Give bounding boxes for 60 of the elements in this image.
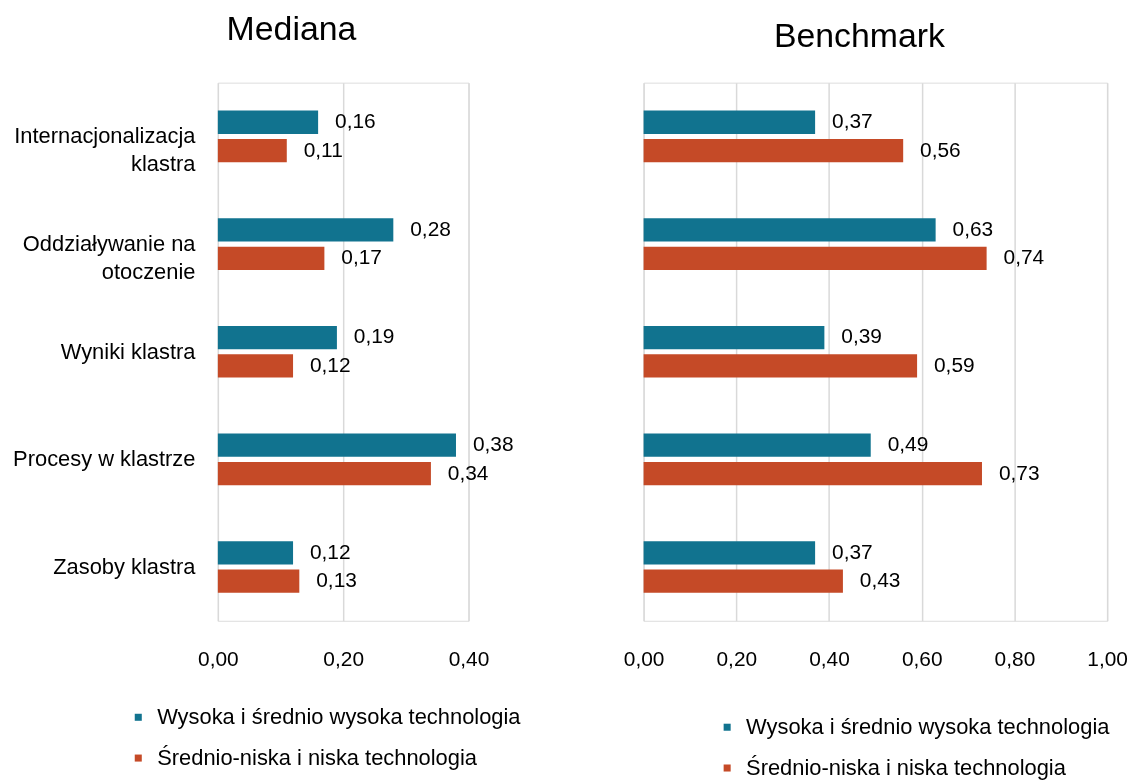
data-label: 0,11: [303, 137, 343, 161]
data-label: 0,63: [952, 216, 994, 240]
data-label: 0,56: [920, 137, 961, 161]
data-label: 0,19: [353, 324, 395, 348]
bar: [217, 110, 319, 134]
bar: [643, 218, 936, 242]
data-label: 0,43: [859, 568, 901, 592]
x-tick-label: 0,00: [623, 647, 665, 671]
x-tick-label: 0,20: [716, 647, 758, 671]
x-tick-label: 0,40: [448, 647, 490, 671]
chart-title: Benchmark: [773, 15, 946, 54]
bar: [217, 461, 431, 486]
x-tick-label: 0,00: [198, 647, 239, 671]
bar: [643, 325, 825, 350]
data-label: 0,17: [341, 245, 382, 269]
data-label: 0,13: [316, 568, 357, 592]
bar: [217, 139, 287, 163]
legend-label: Wysoka i średnio wysoka technologia: [157, 704, 522, 730]
y-tick-label: Procesy w klastrze: [13, 446, 196, 472]
bar: [217, 569, 300, 593]
data-label: 0,37: [832, 539, 873, 563]
data-label: 0,74: [1003, 245, 1045, 269]
bar: [643, 139, 904, 163]
legend-label: Wysoka i średnio wysoka technologia: [746, 714, 1111, 740]
bar: [643, 110, 816, 134]
bar: [217, 325, 337, 350]
bar: [643, 461, 982, 486]
data-label: 0,73: [998, 460, 1040, 484]
bar: [643, 569, 843, 593]
chart-title: Mediana: [226, 8, 357, 47]
bar: [217, 541, 294, 565]
data-label: 0,12: [309, 352, 351, 376]
data-label: 0,39: [841, 324, 882, 348]
bar: [217, 433, 456, 457]
y-tick-label: Zasoby klastra: [53, 553, 197, 579]
data-label: 0,16: [335, 109, 376, 133]
bar: [217, 218, 394, 242]
data-label: 0,12: [309, 539, 351, 563]
x-tick-label: 1,00: [1087, 647, 1128, 671]
data-label: 0,38: [472, 432, 514, 456]
data-label: 0,34: [447, 460, 489, 484]
bar: [217, 354, 294, 378]
data-label: 0,49: [887, 432, 929, 456]
bar: [217, 246, 325, 270]
legend-label: Średnio-niska i niska technologia: [746, 754, 1067, 780]
x-tick-label: 0,20: [323, 647, 364, 671]
data-label: 0,37: [832, 109, 873, 133]
y-tick-label: Internacjonalizacja klastra: [14, 123, 197, 177]
bar: [643, 354, 918, 378]
x-tick-label: 0,80: [994, 647, 1036, 671]
data-label: 0,59: [934, 352, 975, 376]
data-label: 0,28: [410, 216, 451, 240]
bar: [643, 433, 871, 457]
x-tick-label: 0,40: [809, 647, 850, 671]
y-tick-label: Oddziaływanie na otoczenie: [22, 231, 197, 284]
y-tick-label: Wyniki klastra: [60, 338, 197, 364]
legend-label: Średnio-niska i niska technologia: [157, 745, 478, 771]
bar: [643, 246, 987, 270]
x-tick-label: 0,60: [901, 647, 943, 671]
bar: [643, 541, 816, 565]
